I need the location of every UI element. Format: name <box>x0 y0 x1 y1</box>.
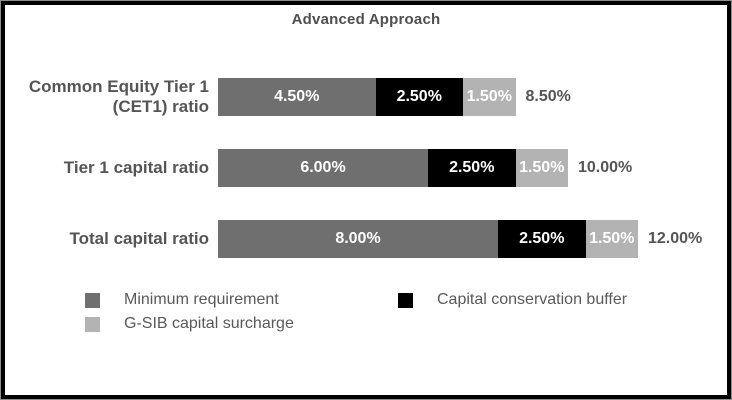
legend: Minimum requirement Capital conservation… <box>5 291 727 333</box>
total-label: 8.50% <box>525 88 571 105</box>
segment-value-label: 8.00% <box>335 230 381 247</box>
segment-value-label: 4.50% <box>274 88 320 105</box>
bar-segment: 4.50% <box>218 78 376 116</box>
bar-segment: 6.00% <box>218 149 428 187</box>
segment-value-label: 1.50% <box>466 88 512 105</box>
stacked-bar-chart: Common Equity Tier 1 (CET1) ratio 4.50% 2.… <box>5 76 727 258</box>
bar-segment: 1.50% <box>515 149 568 187</box>
segment-value-label: 1.50% <box>519 159 565 176</box>
legend-item-gsib-capital-surcharge: G-SIB capital surcharge <box>85 315 398 333</box>
legend-label: Capital conservation buffer <box>437 291 628 308</box>
segment-value-label: 2.50% <box>396 88 442 105</box>
bar-row: Tier 1 capital ratio 6.00% 2.50% 1.50% 10.00… <box>5 149 727 187</box>
bar-segment: 1.50% <box>585 220 638 258</box>
legend-empty-cell <box>398 324 727 325</box>
segment-value-label: 2.50% <box>449 159 495 176</box>
segment-value-label: 2.50% <box>519 230 565 247</box>
chart-title: Advanced Approach <box>291 11 441 28</box>
bar-row: Total capital ratio 8.00% 2.50% 1.50% 12.00% <box>5 220 727 258</box>
category-label: Common Equity Tier 1 (CET1) ratio <box>28 76 209 116</box>
legend-item-minimum-requirement: Minimum requirement <box>85 291 398 309</box>
legend-item-capital-conservation-buffer: Capital conservation buffer <box>398 291 727 309</box>
segment-value-label: 6.00% <box>300 159 346 176</box>
bar-segment: 2.50% <box>375 78 463 116</box>
total-label: 10.00% <box>578 159 633 176</box>
segment-value-label: 1.50% <box>589 230 635 247</box>
stacked-bar: 4.50% 2.50% 1.50% <box>218 78 516 116</box>
legend-swatch-gsib-capital-surcharge <box>85 316 100 332</box>
legend-swatch-capital-conservation-buffer <box>398 292 413 308</box>
category-label: Total capital ratio <box>69 228 210 248</box>
stacked-bar: 6.00% 2.50% 1.50% <box>218 149 568 187</box>
legend-label: G-SIB capital surcharge <box>124 315 294 332</box>
category-label: Tier 1 capital ratio <box>63 157 209 177</box>
legend-swatch-minimum-requirement <box>85 292 100 308</box>
legend-label: Minimum requirement <box>124 291 279 308</box>
total-label: 12.00% <box>648 230 703 247</box>
stacked-bar: 8.00% 2.50% 1.50% <box>218 220 638 258</box>
bar-segment: 8.00% <box>218 220 498 258</box>
bar-segment: 2.50% <box>428 149 516 187</box>
bar-row: Common Equity Tier 1 (CET1) ratio 4.50% 2.… <box>5 76 727 116</box>
bar-segment: 2.50% <box>498 220 586 258</box>
bar-segment: 1.50% <box>463 78 516 116</box>
